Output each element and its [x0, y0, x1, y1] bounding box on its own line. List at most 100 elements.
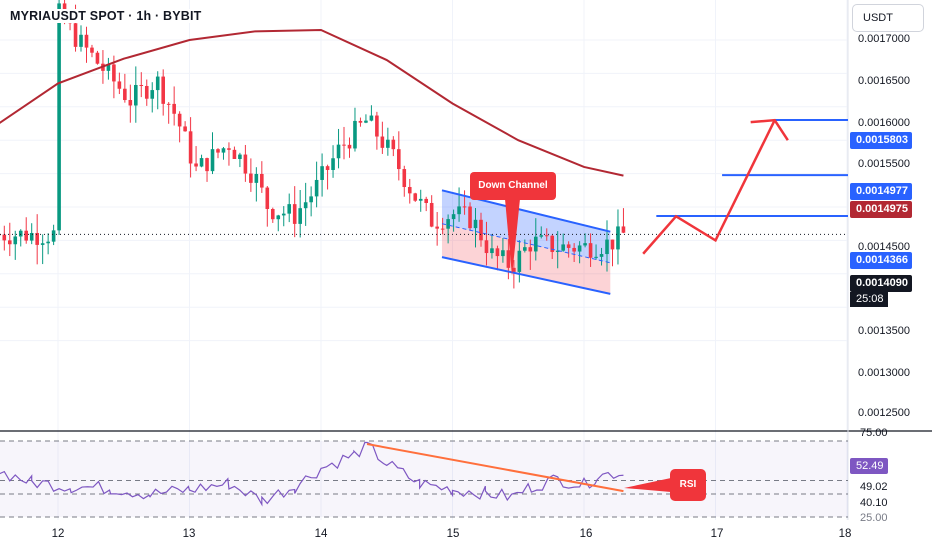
candle-body	[232, 149, 237, 159]
candle-body	[506, 250, 511, 268]
price-tick: 0.0017000	[858, 33, 910, 45]
candle-body	[523, 247, 527, 251]
candle-body	[254, 173, 259, 183]
x-tick: 14	[314, 528, 328, 540]
candle-body	[139, 84, 144, 86]
candle-body	[517, 250, 522, 272]
price-tick: 0.0016000	[858, 117, 910, 129]
candle-body	[605, 239, 609, 255]
candle-body	[331, 158, 335, 170]
ma-badge: 0.0014975	[850, 201, 912, 218]
rsi-current-badge: 52.49	[850, 458, 888, 474]
candle-body	[325, 166, 330, 170]
candle-body	[501, 250, 505, 257]
candle-body	[18, 230, 23, 237]
price-tick: 0.0014500	[858, 241, 910, 253]
candle-body	[610, 239, 615, 250]
candle-body	[188, 131, 193, 164]
candle-body	[128, 100, 133, 106]
projection-arrowhead	[750, 118, 789, 141]
currency-selector[interactable]: USDT	[852, 4, 924, 32]
candle-body	[594, 256, 598, 258]
candle-body	[292, 204, 297, 224]
candle-body	[249, 173, 253, 183]
candle-body	[303, 202, 308, 209]
candle-body	[144, 85, 149, 99]
candle-body	[566, 244, 571, 248]
candle-body	[429, 202, 434, 227]
candle-body	[238, 154, 242, 159]
candle-body	[35, 232, 39, 245]
level-badge-top: 0.0015803	[850, 132, 912, 149]
price-tick: 0.0013500	[858, 325, 910, 337]
candle-body	[440, 228, 445, 230]
candle-body	[512, 267, 516, 272]
candle-body	[550, 235, 555, 252]
candle-body	[112, 64, 116, 82]
candle-body	[298, 208, 302, 224]
candle-body	[577, 245, 582, 252]
candle-body	[29, 232, 34, 241]
candle-body	[386, 139, 390, 148]
price-tick: 0.0016500	[858, 75, 910, 87]
candle-body	[150, 90, 155, 99]
candle-body	[424, 198, 428, 203]
candle-body	[490, 248, 494, 254]
price-tick: 0.0015500	[858, 158, 910, 170]
candle-body	[177, 113, 182, 127]
candle-body	[413, 193, 418, 201]
rsi-line	[0, 441, 624, 507]
channel-lower-fill	[441, 223, 611, 294]
candle-body	[539, 235, 544, 237]
x-tick: 17	[710, 528, 724, 540]
price-scale[interactable]: 0.0017000 0.0016500 0.0016000 0.0015500 …	[848, 0, 932, 432]
candle-body	[347, 144, 352, 149]
candle-body	[457, 206, 461, 215]
candle-body	[46, 241, 50, 244]
candle-body	[621, 226, 626, 233]
candle-body	[468, 206, 472, 229]
candle-body	[528, 247, 533, 252]
moving-average-line	[0, 28, 624, 177]
candle-body	[210, 149, 215, 172]
candle-body	[533, 236, 538, 252]
candle-body	[90, 47, 94, 53]
candle-body	[588, 243, 593, 258]
candle-body	[616, 226, 620, 250]
candle-body	[73, 23, 78, 47]
candle-body	[583, 243, 587, 246]
down-channel-callout: Down Channel	[470, 172, 556, 200]
candle-body	[495, 248, 500, 257]
candle-body	[117, 81, 122, 89]
candle-body	[243, 154, 248, 174]
candle-body	[57, 3, 61, 231]
callout-pointer	[505, 199, 520, 276]
candle-body	[555, 250, 560, 252]
candle-body	[265, 187, 270, 210]
candle-body	[2, 234, 7, 241]
bar-countdown: 25:08	[850, 292, 888, 307]
candle-body	[462, 206, 467, 208]
rsi-callout: RSI	[670, 469, 706, 501]
x-tick: 15	[446, 528, 460, 540]
candle-body	[375, 115, 379, 137]
candle-body	[13, 236, 18, 245]
candle-body	[24, 230, 29, 241]
rsi-tick: 25.00	[860, 512, 888, 524]
candle-body	[287, 204, 292, 214]
x-tick: 13	[182, 528, 196, 540]
candle-body	[51, 230, 56, 242]
rsi-tick: 40.10	[860, 497, 888, 509]
candle-body	[134, 84, 138, 106]
candle-body	[561, 244, 565, 251]
candle-body	[473, 219, 478, 229]
x-tick: 12	[51, 528, 65, 540]
rsi-tick: 49.02	[860, 481, 888, 493]
candle-body	[391, 139, 396, 150]
channel-lower-line	[441, 256, 611, 295]
candle-body	[183, 126, 187, 132]
candle-body	[336, 144, 341, 159]
candle-body	[40, 243, 45, 245]
candle-body	[260, 173, 264, 188]
